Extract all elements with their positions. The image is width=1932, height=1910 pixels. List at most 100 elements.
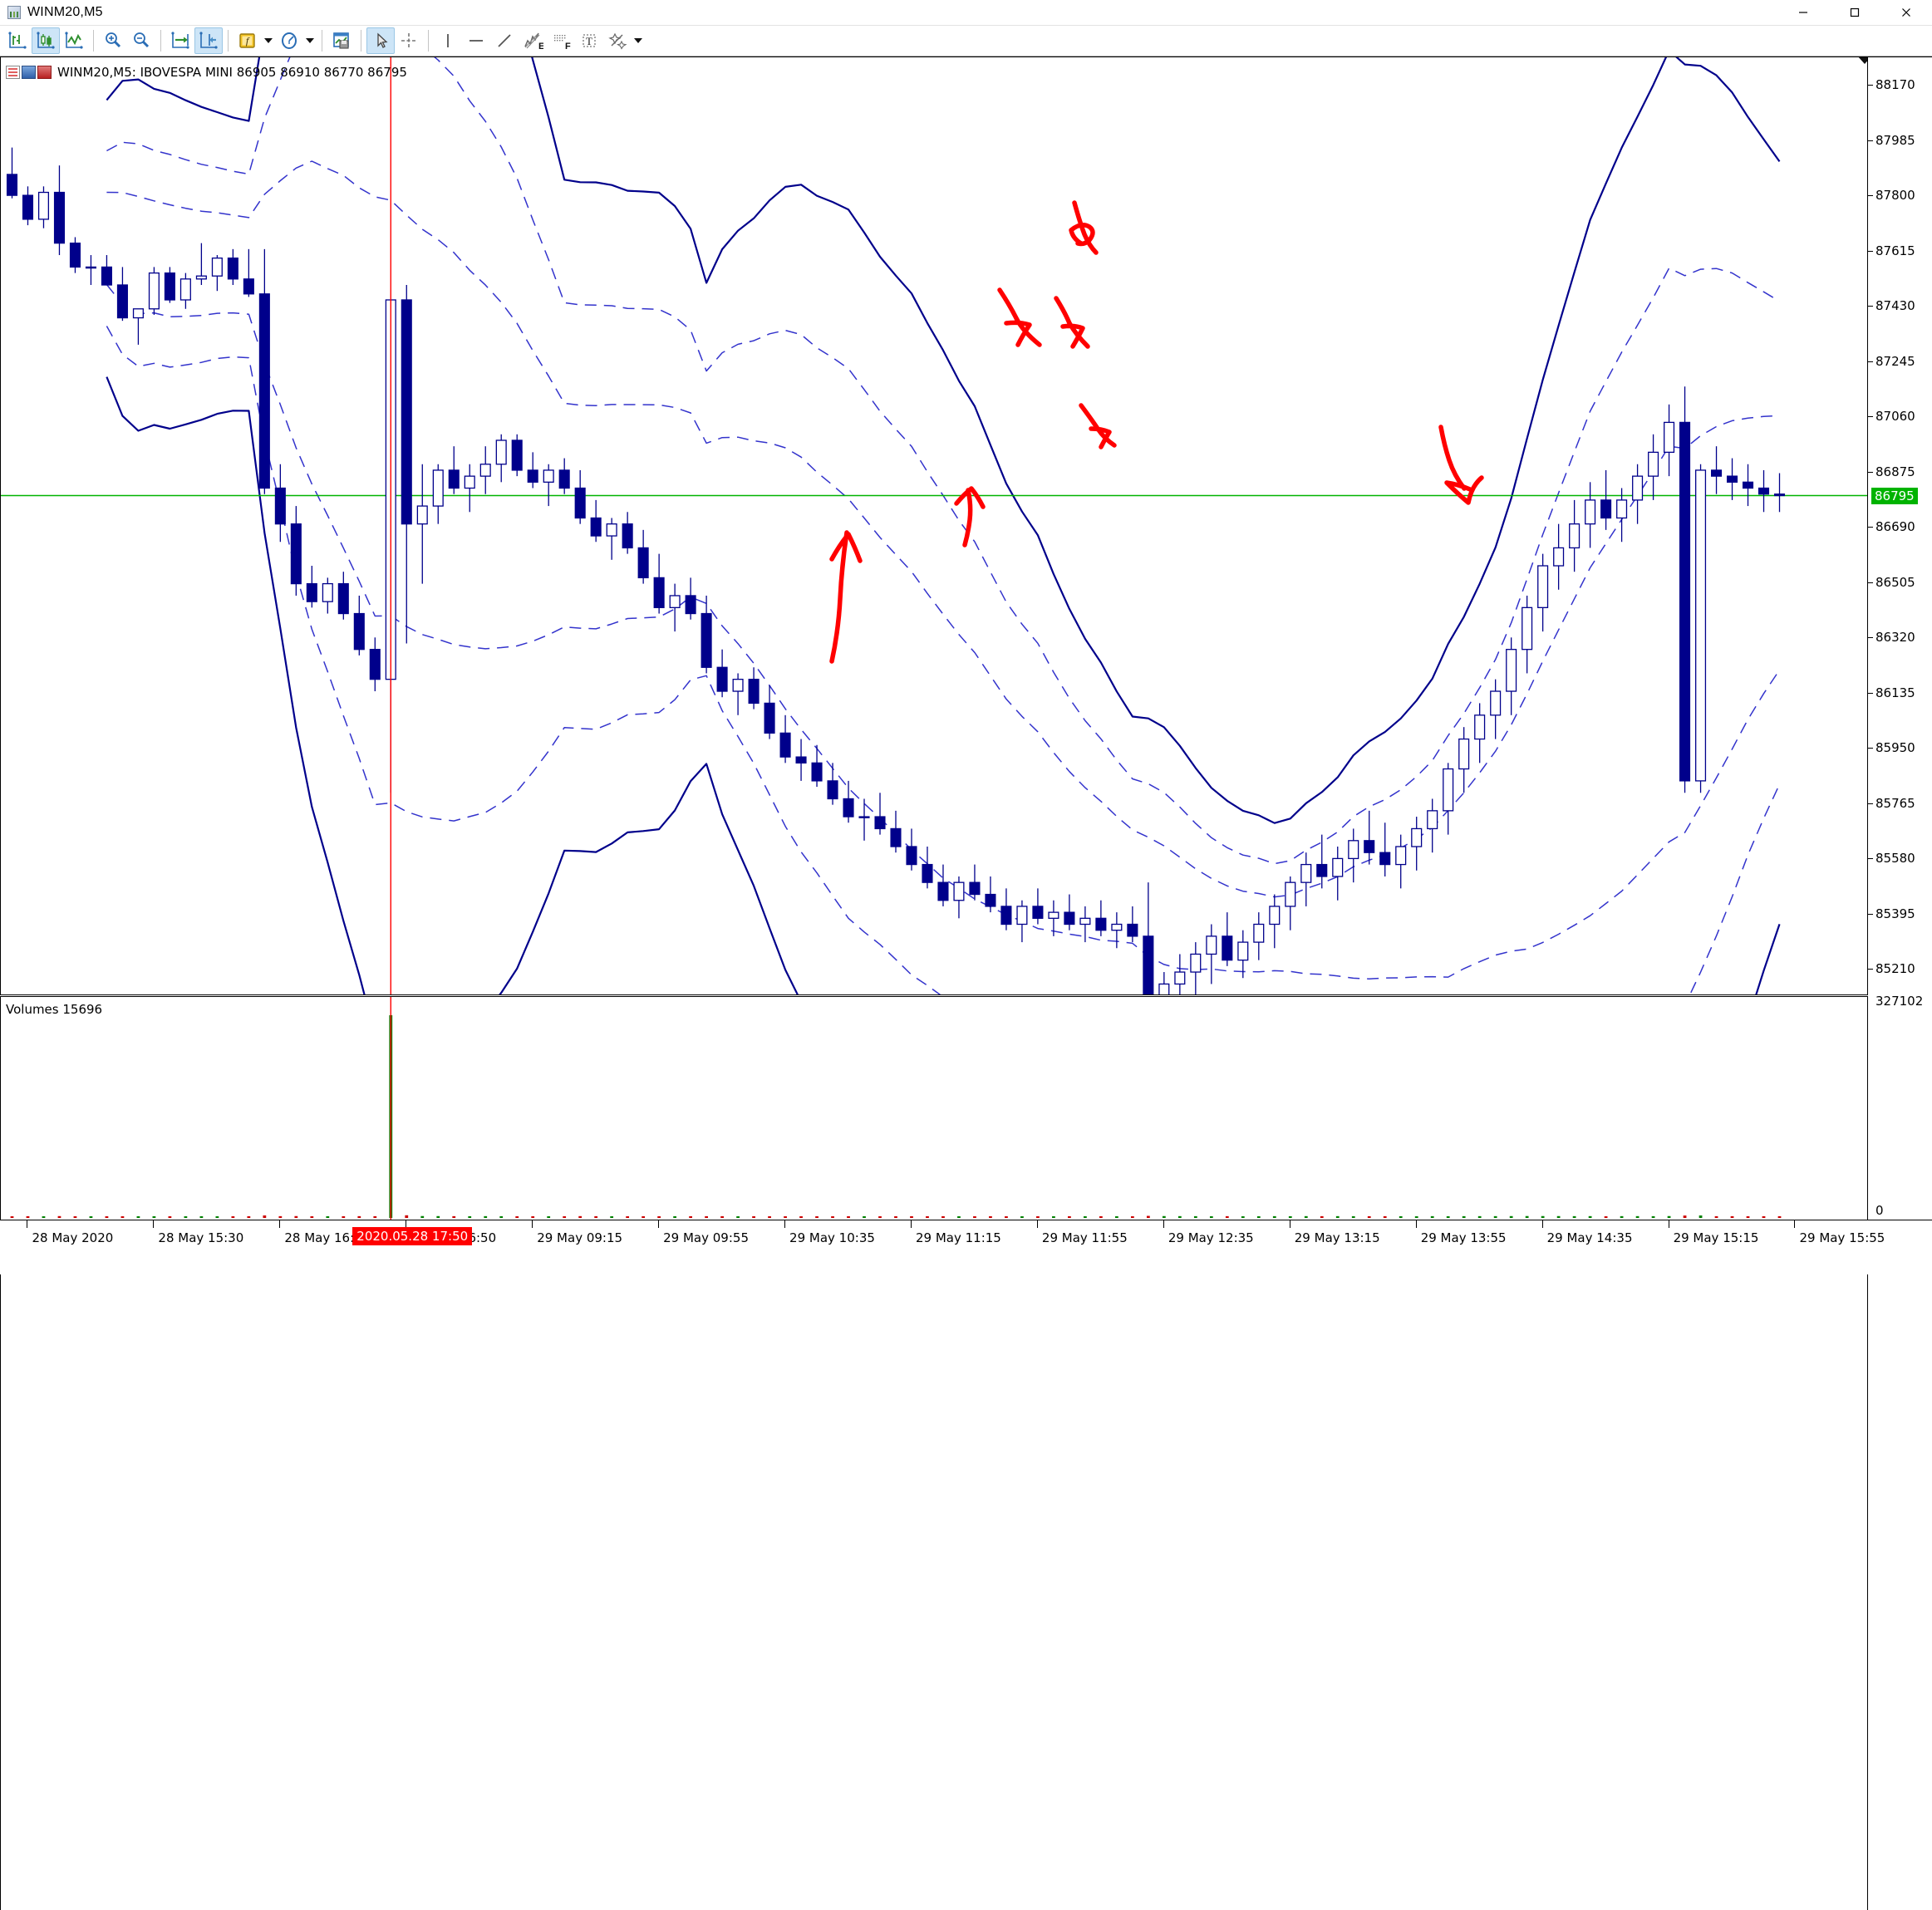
candlestick bbox=[1600, 469, 1612, 530]
price-axis-label: 87800 bbox=[1875, 188, 1915, 204]
candlestick bbox=[1711, 446, 1723, 494]
candlestick bbox=[1585, 482, 1596, 548]
current-price-label: 86795 bbox=[1871, 487, 1918, 504]
chart-label-text: WINM20,M5: IBOVESPA MINI 86905 86910 867… bbox=[57, 65, 407, 80]
candlestick bbox=[764, 685, 775, 739]
candlestick bbox=[258, 248, 270, 494]
zoom-out-button[interactable] bbox=[127, 27, 155, 54]
line-chart-button[interactable] bbox=[60, 27, 88, 54]
candlestick bbox=[669, 583, 681, 632]
window-controls bbox=[1777, 0, 1932, 25]
candlestick bbox=[558, 458, 570, 494]
shapes-button[interactable] bbox=[603, 27, 632, 54]
candlestick bbox=[179, 273, 191, 309]
price-axis-tick bbox=[1868, 361, 1873, 362]
volume-chart-canvas bbox=[10, 997, 1782, 1220]
volume-axis[interactable]: 327102 0 bbox=[1868, 994, 1932, 1220]
vertical-line-button[interactable] bbox=[434, 27, 462, 54]
candlestick bbox=[6, 147, 18, 199]
crosshair-button[interactable] bbox=[395, 27, 423, 54]
candlestick bbox=[1048, 900, 1059, 936]
zoom-in-button[interactable] bbox=[99, 27, 127, 54]
chart-legend-grid-icon bbox=[6, 66, 20, 79]
price-axis-label: 85950 bbox=[1875, 740, 1915, 756]
chart-window-icon bbox=[7, 6, 21, 19]
window-title-bar[interactable]: WINM20,M5 bbox=[0, 0, 1932, 25]
candlestick bbox=[527, 452, 538, 489]
price-chart-canvas bbox=[1, 57, 1867, 994]
templates-button[interactable] bbox=[327, 27, 356, 54]
time-axis-label: 29 May 15:15 bbox=[1673, 1230, 1759, 1245]
volume-axis-label: 0 bbox=[1875, 1203, 1884, 1218]
shift-end-button[interactable] bbox=[166, 27, 194, 54]
chart-shift-marker[interactable] bbox=[1857, 57, 1867, 64]
candlestick bbox=[1000, 888, 1012, 930]
candlestick bbox=[1316, 834, 1328, 889]
candlestick bbox=[132, 308, 144, 345]
text-button[interactable]: T bbox=[575, 27, 603, 54]
periods-button[interactable] bbox=[275, 27, 303, 54]
price-axis-tick bbox=[1868, 858, 1873, 860]
price-axis-label: 85765 bbox=[1875, 795, 1915, 811]
fibonacci-button[interactable]: F bbox=[547, 27, 575, 54]
indicator-band-line bbox=[106, 57, 1781, 824]
candlestick-chart-button[interactable] bbox=[32, 27, 60, 54]
price-axis-tick bbox=[1868, 250, 1873, 252]
minimize-button[interactable] bbox=[1777, 0, 1829, 25]
price-axis-label: 85580 bbox=[1875, 851, 1915, 867]
price-axis-tick bbox=[1868, 85, 1873, 86]
time-axis-label: 29 May 09:55 bbox=[663, 1230, 749, 1245]
candlestick bbox=[369, 637, 381, 692]
indicators-button[interactable]: f bbox=[234, 27, 262, 54]
candlestick bbox=[1742, 464, 1754, 507]
horizontal-line-button[interactable] bbox=[462, 27, 490, 54]
trendline-button[interactable] bbox=[490, 27, 519, 54]
candlestick bbox=[495, 434, 507, 483]
indicators-dropdown-arrow[interactable] bbox=[262, 27, 275, 54]
bar-chart-button[interactable] bbox=[3, 27, 32, 54]
candlestick bbox=[1679, 386, 1691, 793]
candlestick bbox=[637, 529, 649, 584]
price-axis-label: 86875 bbox=[1875, 464, 1915, 479]
svg-text:T: T bbox=[586, 35, 592, 47]
periods-dropdown-arrow[interactable] bbox=[303, 27, 317, 54]
price-pane[interactable]: WINM20,M5: IBOVESPA MINI 86905 86910 867… bbox=[0, 56, 1868, 995]
time-axis-tick bbox=[1794, 1220, 1796, 1228]
auto-scroll-button[interactable] bbox=[194, 27, 223, 54]
candlestick bbox=[416, 464, 428, 584]
candlestick bbox=[1111, 912, 1123, 949]
price-axis[interactable]: 88170 87985 87800 87615 87430 87245 87060 86875… bbox=[1868, 56, 1932, 995]
candlestick bbox=[53, 165, 66, 256]
candlestick bbox=[685, 577, 696, 620]
candlestick bbox=[1506, 637, 1517, 715]
price-axis-label: 87615 bbox=[1875, 243, 1915, 258]
candlestick bbox=[1095, 900, 1107, 936]
maximize-button[interactable] bbox=[1829, 0, 1880, 25]
time-axis-tick bbox=[279, 1220, 281, 1228]
candlestick bbox=[227, 248, 238, 285]
candlestick bbox=[1348, 828, 1359, 883]
candlestick bbox=[22, 186, 34, 226]
candlestick bbox=[795, 739, 807, 781]
candlestick bbox=[101, 255, 112, 286]
volume-axis-label: 327102 bbox=[1875, 994, 1924, 1009]
chart-area[interactable]: WINM20,M5: IBOVESPA MINI 86905 86910 867… bbox=[0, 56, 1932, 1910]
candlestick bbox=[1332, 847, 1344, 901]
arrow-annotation-1 bbox=[1438, 425, 1484, 505]
cursor-button[interactable] bbox=[366, 27, 395, 54]
candlestick bbox=[1158, 972, 1170, 994]
candlestick bbox=[1395, 834, 1407, 889]
close-button[interactable] bbox=[1880, 0, 1932, 25]
volume-pane[interactable]: Volumes 15696 bbox=[0, 996, 1868, 1910]
indicator-band-line bbox=[106, 57, 1780, 865]
elliott-wave-button[interactable]: E bbox=[519, 27, 547, 54]
price-axis-tick bbox=[1868, 748, 1873, 749]
candlestick bbox=[290, 506, 302, 596]
shapes-dropdown-arrow[interactable] bbox=[632, 27, 645, 54]
candlestick bbox=[953, 876, 965, 919]
time-axis-label: 28 May 2020 bbox=[32, 1230, 114, 1245]
candlestick bbox=[243, 248, 254, 297]
arrow-annotation-2 bbox=[954, 486, 986, 547]
time-axis-label: 29 May 10:35 bbox=[789, 1230, 875, 1245]
